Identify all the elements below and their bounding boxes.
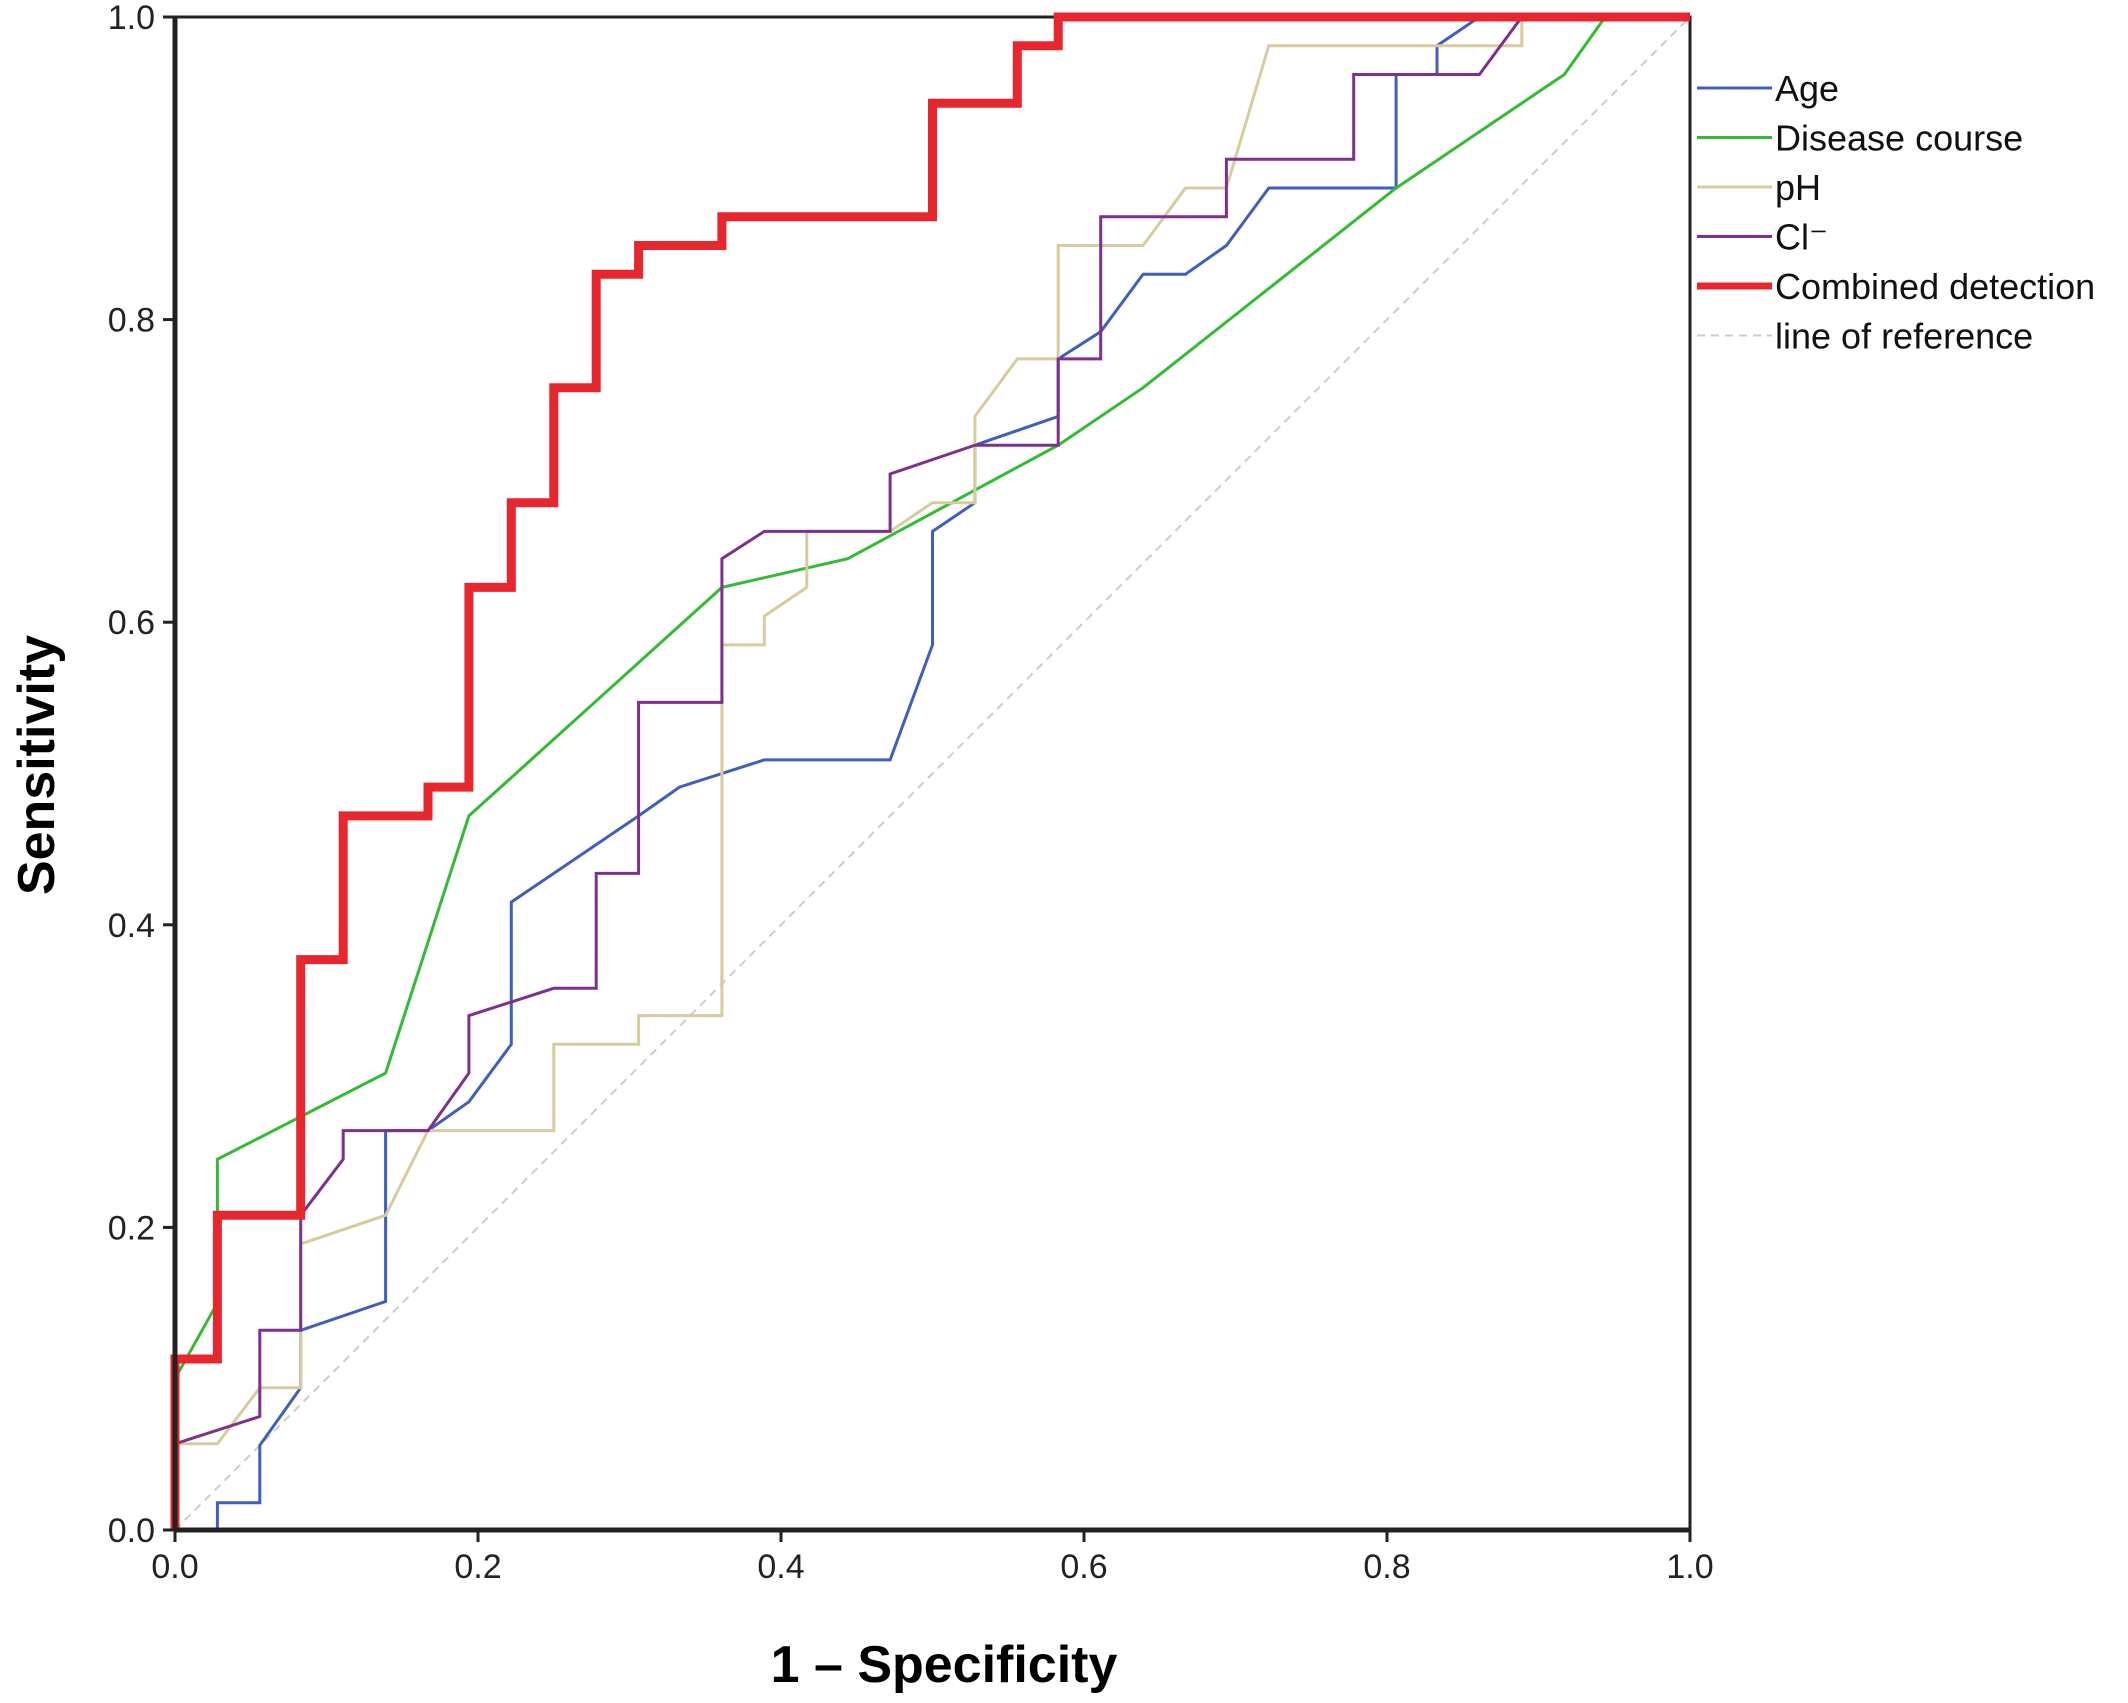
y-tick-label: 0.0 <box>108 1512 155 1550</box>
y-tick-label: 0.6 <box>108 604 155 642</box>
x-tick-label: 0.8 <box>1363 1548 1410 1586</box>
series-line-disease-course <box>173 15 1690 1380</box>
x-tick-label: 0.2 <box>454 1548 501 1586</box>
y-tick-label: 1.0 <box>108 0 155 37</box>
legend: Age Disease course pH Cl⁻ Combined detection… <box>1697 68 2095 357</box>
legend-label: Age <box>1775 68 1839 109</box>
x-axis-ticks: 0.0 0.2 0.4 0.6 0.8 1.0 <box>151 1530 1714 1586</box>
y-axis-ticks: 0.0 0.2 0.4 0.6 0.8 1.0 <box>108 0 175 1550</box>
legend-label: line of reference <box>1775 316 2033 357</box>
legend-label: Cl⁻ <box>1775 217 1828 258</box>
series-line-ph <box>173 15 1690 1530</box>
x-tick-label: 0.4 <box>757 1548 804 1586</box>
legend-label: pH <box>1775 167 1821 208</box>
legend-label: Combined detection <box>1775 266 2095 307</box>
x-axis-title: 1 – Specificity <box>771 1636 1118 1694</box>
y-tick-label: 0.8 <box>108 302 155 340</box>
x-tick-label: 0.0 <box>151 1548 198 1586</box>
y-axis-title: Sensitivity <box>8 635 66 895</box>
y-tick-label: 0.4 <box>108 907 155 945</box>
series-line-line-of-reference <box>174 16 1691 1531</box>
series-layer <box>170 12 1690 1532</box>
axes <box>172 17 1690 1533</box>
x-tick-label: 0.6 <box>1060 1548 1107 1586</box>
reference-line-layer <box>174 16 1691 1531</box>
series-line-combined-detection <box>170 12 1690 1530</box>
legend-label: Disease course <box>1775 118 2023 159</box>
series-line-cl <box>173 15 1690 1530</box>
x-tick-label: 1.0 <box>1666 1548 1713 1586</box>
y-tick-label: 0.2 <box>108 1209 155 1247</box>
